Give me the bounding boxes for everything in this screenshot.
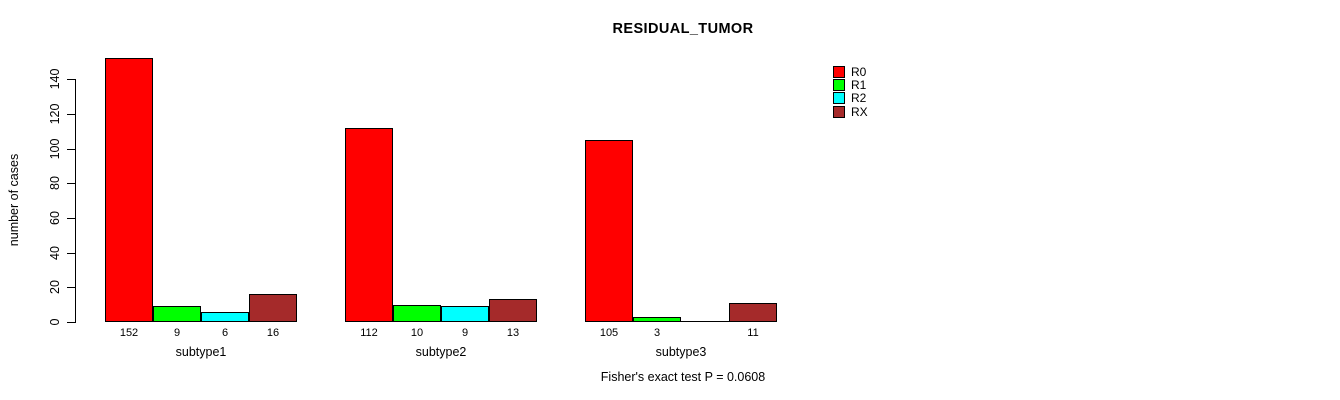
bar-R0-subtype1 <box>105 58 153 322</box>
bar-RX-subtype1 <box>249 294 297 322</box>
y-tick-40 <box>67 253 75 254</box>
bar-R1-subtype2 <box>393 305 441 322</box>
y-tick-100 <box>67 149 75 150</box>
bar-value-label-R1-subtype3: 3 <box>653 327 661 339</box>
bar-value-label-RX-subtype2: 13 <box>506 327 520 339</box>
y-tick-label-0: 0 <box>48 318 62 326</box>
y-tick-label-40: 40 <box>48 246 62 260</box>
bar-R1-subtype3 <box>633 317 681 322</box>
y-tick-140 <box>67 79 75 80</box>
bar-RX-subtype2 <box>489 299 537 322</box>
bar-value-label-R2-subtype1: 6 <box>221 327 229 339</box>
legend-label-RX: RX <box>851 105 868 119</box>
bar-value-label-R0-subtype3: 105 <box>599 327 619 339</box>
category-label-subtype2: subtype2 <box>415 345 467 359</box>
y-tick-label-120: 120 <box>48 103 62 125</box>
y-axis <box>75 79 76 323</box>
bar-R0-subtype2 <box>345 128 393 322</box>
annotation-fisher-test: Fisher's exact test P = 0.0608 <box>600 370 766 384</box>
bar-R0-subtype3 <box>585 140 633 322</box>
legend-swatch-R1 <box>833 79 845 91</box>
legend-label-R1: R1 <box>851 78 867 92</box>
bar-R1-subtype1 <box>153 306 201 322</box>
bar-R2-subtype2 <box>441 306 489 322</box>
y-tick-120 <box>67 114 75 115</box>
bar-R2-subtype3 <box>681 321 729 322</box>
chart-title: RESIDUAL_TUMOR <box>612 21 754 37</box>
y-tick-label-100: 100 <box>48 138 62 160</box>
legend-swatch-R0 <box>833 66 845 78</box>
bar-value-label-R0-subtype1: 152 <box>119 327 139 339</box>
bar-R2-subtype1 <box>201 312 249 322</box>
bar-value-label-R1-subtype1: 9 <box>173 327 181 339</box>
legend-label-R2: R2 <box>851 91 867 105</box>
bar-RX-subtype3 <box>729 303 777 322</box>
bar-value-label-RX-subtype1: 16 <box>266 327 280 339</box>
y-tick-80 <box>67 183 75 184</box>
y-tick-0 <box>67 322 75 323</box>
category-label-subtype1: subtype1 <box>175 345 227 359</box>
y-tick-label-140: 140 <box>48 68 62 90</box>
y-tick-label-60: 60 <box>48 211 62 225</box>
y-tick-60 <box>67 218 75 219</box>
y-axis-label: number of cases <box>7 153 21 247</box>
y-tick-label-80: 80 <box>48 176 62 190</box>
legend-swatch-RX <box>833 106 845 118</box>
legend-label-R0: R0 <box>851 65 867 79</box>
bar-value-label-R0-subtype2: 112 <box>360 327 378 339</box>
bar-value-label-R1-subtype2: 10 <box>410 327 424 339</box>
category-label-subtype3: subtype3 <box>655 345 707 359</box>
y-tick-20 <box>67 287 75 288</box>
legend-swatch-R2 <box>833 92 845 104</box>
bar-value-label-RX-subtype3: 11 <box>747 327 759 339</box>
y-tick-label-20: 20 <box>48 280 62 294</box>
bar-value-label-R2-subtype2: 9 <box>461 327 469 339</box>
